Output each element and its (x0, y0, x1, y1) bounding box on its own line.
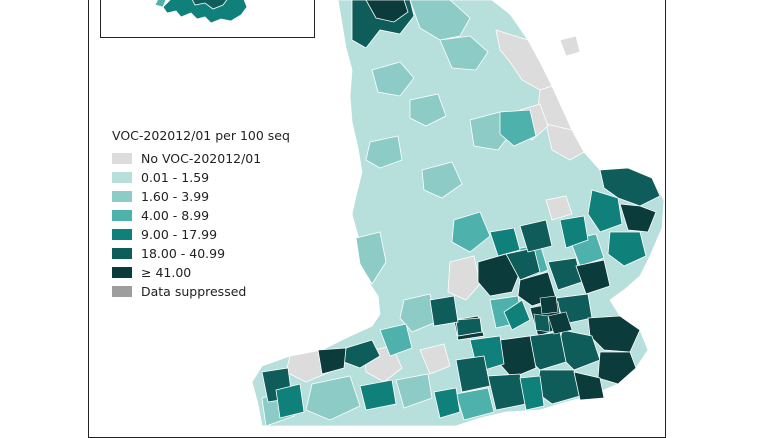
legend-label: 1.60 - 3.99 (141, 189, 210, 204)
legend-swatch (112, 229, 132, 240)
legend-label: Data suppressed (141, 284, 247, 299)
legend-label: No VOC-202012/01 (141, 151, 262, 166)
legend-item: No VOC-202012/01 (112, 149, 322, 168)
legend-item: Data suppressed (112, 282, 322, 301)
legend-item: 18.00 - 40.99 (112, 244, 322, 263)
inset-map (100, 0, 315, 38)
england-map (251, 0, 665, 426)
inset-map-graphic (154, 0, 248, 24)
legend-swatch (112, 191, 132, 202)
legend-label: 9.00 - 17.99 (141, 227, 218, 242)
legend-label: 4.00 - 8.99 (141, 208, 210, 223)
legend-swatch (112, 153, 132, 164)
legend-label: 0.01 - 1.59 (141, 170, 210, 185)
legend-items: No VOC-202012/01 0.01 - 1.59 1.60 - 3.99 4.… (112, 149, 322, 301)
legend-item: 1.60 - 3.99 (112, 187, 322, 206)
legend-swatch (112, 210, 132, 221)
legend-item: 4.00 - 8.99 (112, 206, 322, 225)
legend-item: 0.01 - 1.59 (112, 168, 322, 187)
legend-swatch (112, 286, 132, 297)
legend-swatch (112, 248, 132, 259)
legend-item: ≥ 41.00 (112, 263, 322, 282)
legend-label: 18.00 - 40.99 (141, 246, 226, 261)
legend-item: 9.00 - 17.99 (112, 225, 322, 244)
legend-title: VOC-202012/01 per 100 seq (112, 128, 290, 143)
legend: VOC-202012/01 per 100 seq No VOC-202012/… (112, 128, 322, 301)
legend-swatch (112, 172, 132, 183)
legend-label: ≥ 41.00 (141, 265, 192, 280)
legend-swatch (112, 267, 132, 278)
